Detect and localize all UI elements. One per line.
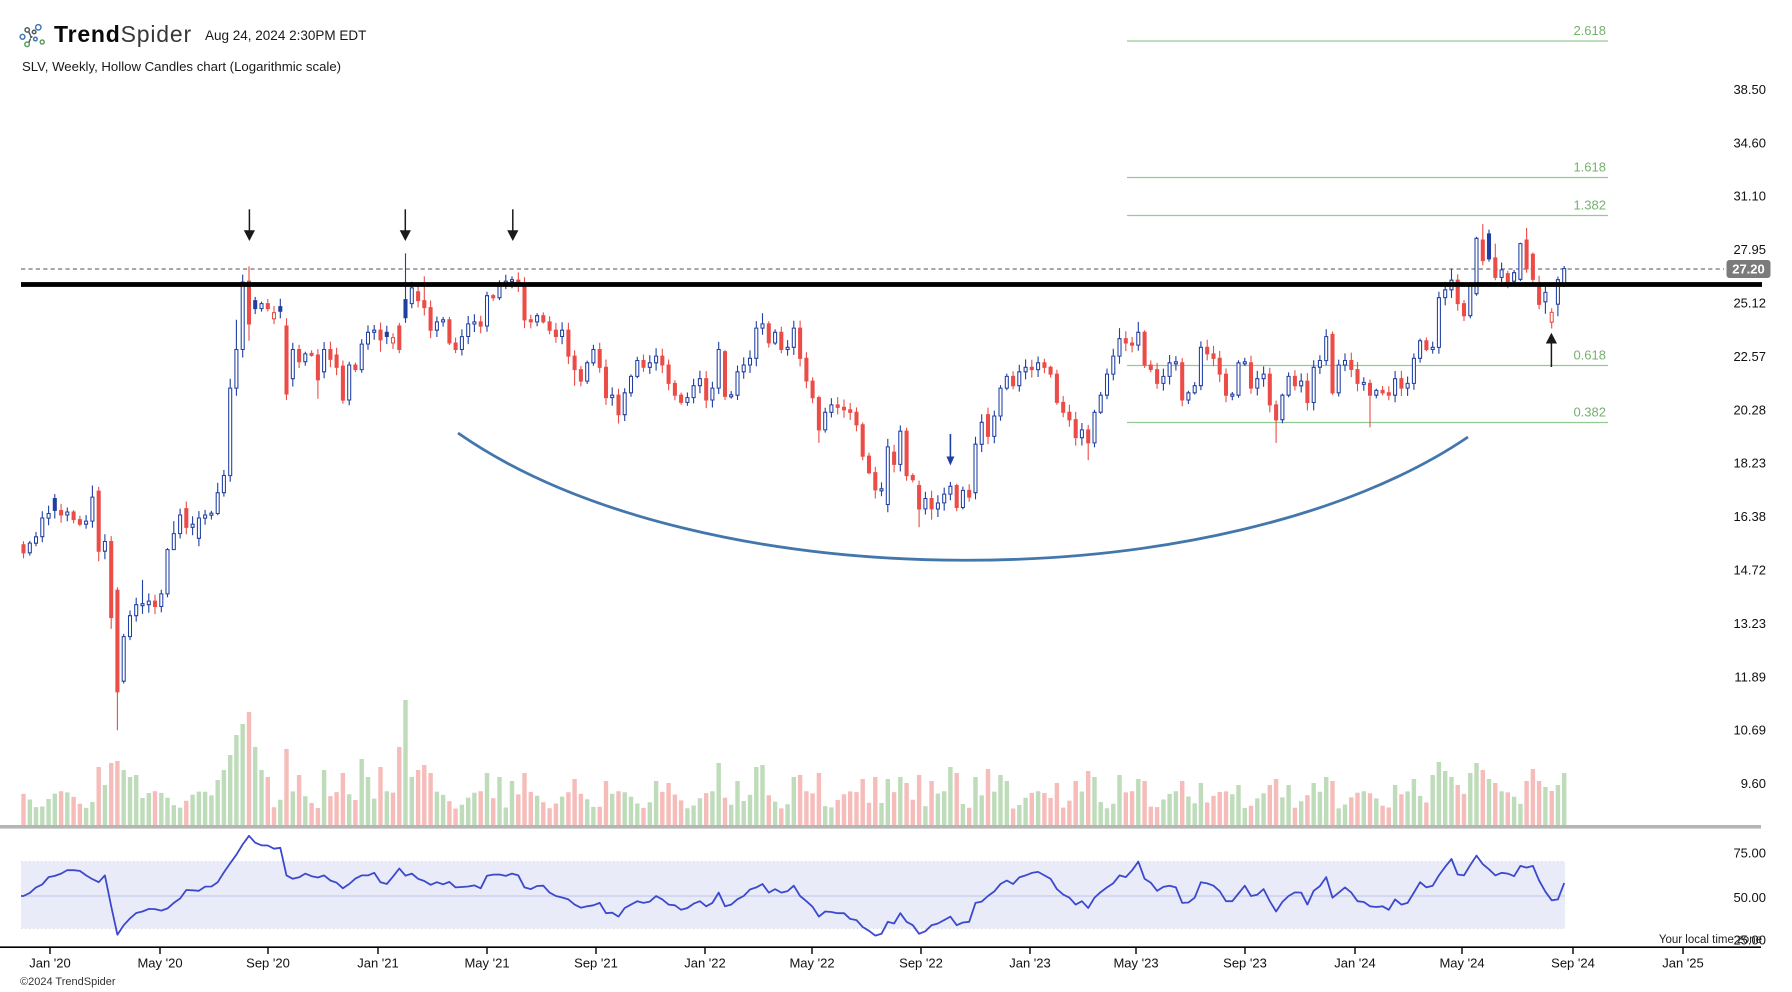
svg-text:25.12: 25.12 (1733, 296, 1766, 311)
svg-text:10.69: 10.69 (1733, 723, 1766, 738)
svg-text:27.20: 27.20 (1732, 262, 1765, 277)
svg-text:22.57: 22.57 (1733, 349, 1766, 364)
svg-text:Sep '24: Sep '24 (1551, 956, 1595, 971)
svg-text:27.95: 27.95 (1733, 242, 1766, 257)
svg-text:18.23: 18.23 (1733, 456, 1766, 471)
svg-text:May '24: May '24 (1439, 956, 1484, 971)
svg-text:13.23: 13.23 (1733, 616, 1766, 631)
svg-text:1.382: 1.382 (1573, 198, 1606, 213)
svg-text:Jan '25: Jan '25 (1662, 956, 1704, 971)
svg-text:Sep '23: Sep '23 (1223, 956, 1267, 971)
svg-text:11.89: 11.89 (1734, 669, 1766, 684)
svg-text:50.00: 50.00 (1733, 890, 1766, 905)
svg-text:0.382: 0.382 (1573, 405, 1606, 420)
svg-text:Your local time zone: Your local time zone (1659, 934, 1762, 946)
svg-text:Aug 24, 2024 2:30PM EDT: Aug 24, 2024 2:30PM EDT (205, 28, 366, 43)
svg-text:May '21: May '21 (464, 956, 509, 971)
svg-text:31.10: 31.10 (1733, 189, 1766, 204)
svg-text:38.50: 38.50 (1733, 82, 1766, 97)
svg-text:May '23: May '23 (1113, 956, 1158, 971)
svg-text:Sep '21: Sep '21 (574, 956, 618, 971)
svg-text:1.618: 1.618 (1573, 160, 1606, 175)
svg-text:SLV, Weekly, Hollow Candles ch: SLV, Weekly, Hollow Candles chart (Logar… (22, 59, 341, 74)
svg-text:34.60: 34.60 (1733, 135, 1766, 150)
svg-text:25.00: 25.00 (1733, 933, 1766, 948)
svg-text:May '22: May '22 (789, 956, 834, 971)
svg-text:Jan '24: Jan '24 (1334, 956, 1376, 971)
svg-text:May '20: May '20 (137, 956, 182, 971)
svg-text:0.618: 0.618 (1573, 348, 1606, 363)
svg-text:Jan '20: Jan '20 (29, 956, 71, 971)
svg-text:Sep '22: Sep '22 (899, 956, 943, 971)
svg-text:9.60: 9.60 (1741, 776, 1766, 791)
svg-text:Sep '20: Sep '20 (246, 956, 290, 971)
svg-text:Jan '23: Jan '23 (1009, 956, 1051, 971)
svg-text:2.618: 2.618 (1573, 23, 1606, 38)
svg-text:16.38: 16.38 (1733, 509, 1766, 524)
svg-text:Jan '21: Jan '21 (357, 956, 399, 971)
svg-text:20.28: 20.28 (1733, 402, 1766, 417)
svg-text:Jan '22: Jan '22 (684, 956, 726, 971)
svg-text:©2024 TrendSpider: ©2024 TrendSpider (20, 976, 116, 988)
svg-text:14.72: 14.72 (1733, 563, 1766, 578)
svg-text:75.00: 75.00 (1733, 846, 1766, 861)
svg-text:TrendSpider: TrendSpider (54, 21, 192, 47)
